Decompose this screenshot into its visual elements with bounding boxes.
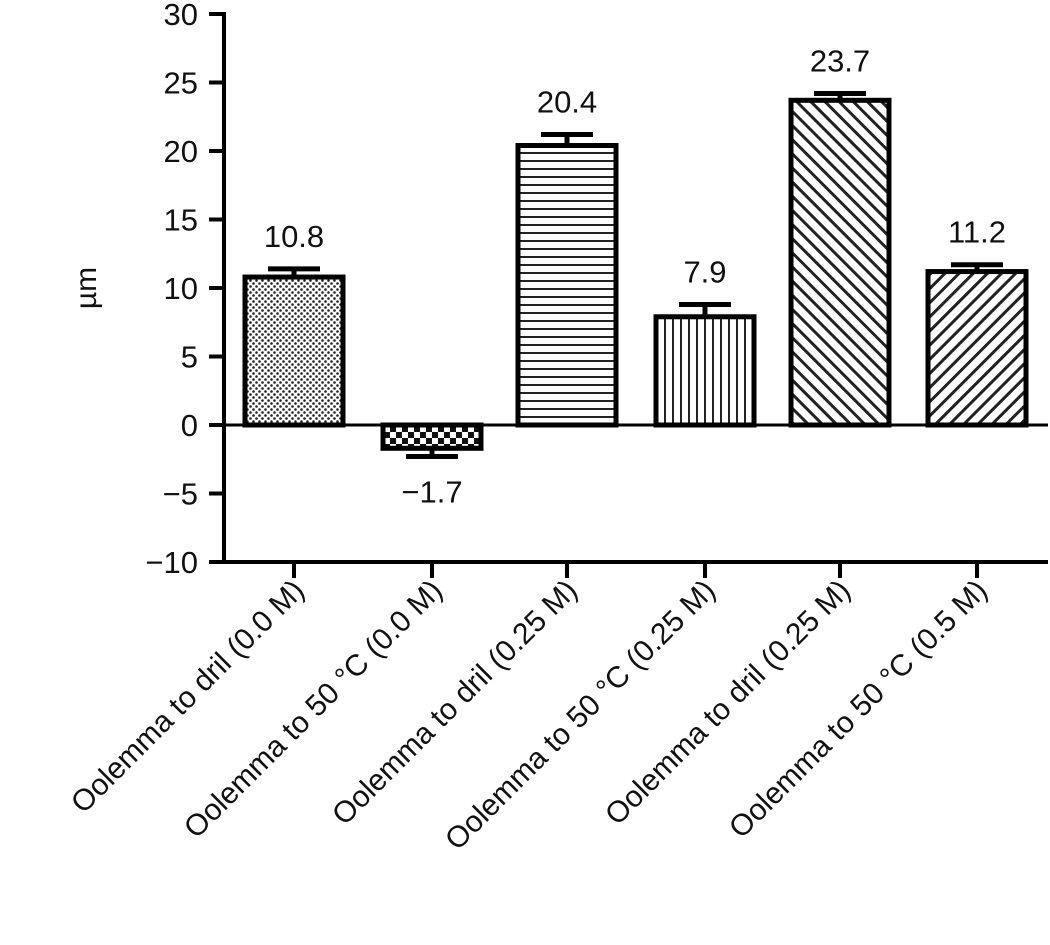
data-label: 10.8 — [264, 219, 324, 254]
y-tick-label: 20 — [164, 134, 198, 169]
x-tick-label: Oolemma to dril (0.25 M) — [599, 574, 857, 832]
data-label: 11.2 — [948, 215, 1006, 250]
bar — [242, 274, 346, 428]
y-tick-label: 15 — [164, 203, 198, 238]
y-tick-label: −5 — [163, 477, 198, 512]
y-tick-label: 25 — [164, 66, 198, 101]
data-label: −1.7 — [401, 475, 462, 510]
y-axis: 30 25 20 15 10 5 0 −5 −10 — [145, 0, 226, 580]
y-tick-label: 5 — [181, 340, 198, 375]
error-bars — [268, 90, 1003, 460]
bars — [242, 97, 1029, 451]
data-label: 20.4 — [537, 85, 597, 120]
bar — [380, 422, 484, 451]
y-tick-label: 30 — [164, 0, 198, 32]
y-tick-label: 0 — [181, 408, 198, 443]
data-label: 7.9 — [683, 254, 726, 289]
y-tick-label: −10 — [145, 545, 198, 580]
y-axis-title: µm — [70, 267, 103, 309]
bar — [925, 269, 1029, 428]
data-label: 23.7 — [810, 43, 870, 78]
data-labels: 10.8 −1.7 20.4 7.9 23.7 11.2 — [264, 43, 1006, 509]
x-axis: Oolemma to dril (0.0 M)Oolemma to 50 °C … — [65, 560, 1048, 857]
x-tick-label: Oolemma to 50 °C (0.25 M) — [439, 574, 722, 857]
y-tick-label: 10 — [164, 271, 198, 306]
x-tick-label: Oolemma to dril (0.25 M) — [326, 574, 584, 832]
x-tick-label: Oolemma to dril (0.0 M) — [65, 574, 311, 820]
x-tick-label: Oolemma to 50 °C (0.0 M) — [178, 574, 449, 845]
x-tick-label: Oolemma to 50 °C (0.5 M) — [723, 574, 994, 845]
bar — [653, 314, 757, 428]
bar — [788, 97, 892, 428]
bar — [515, 143, 619, 428]
